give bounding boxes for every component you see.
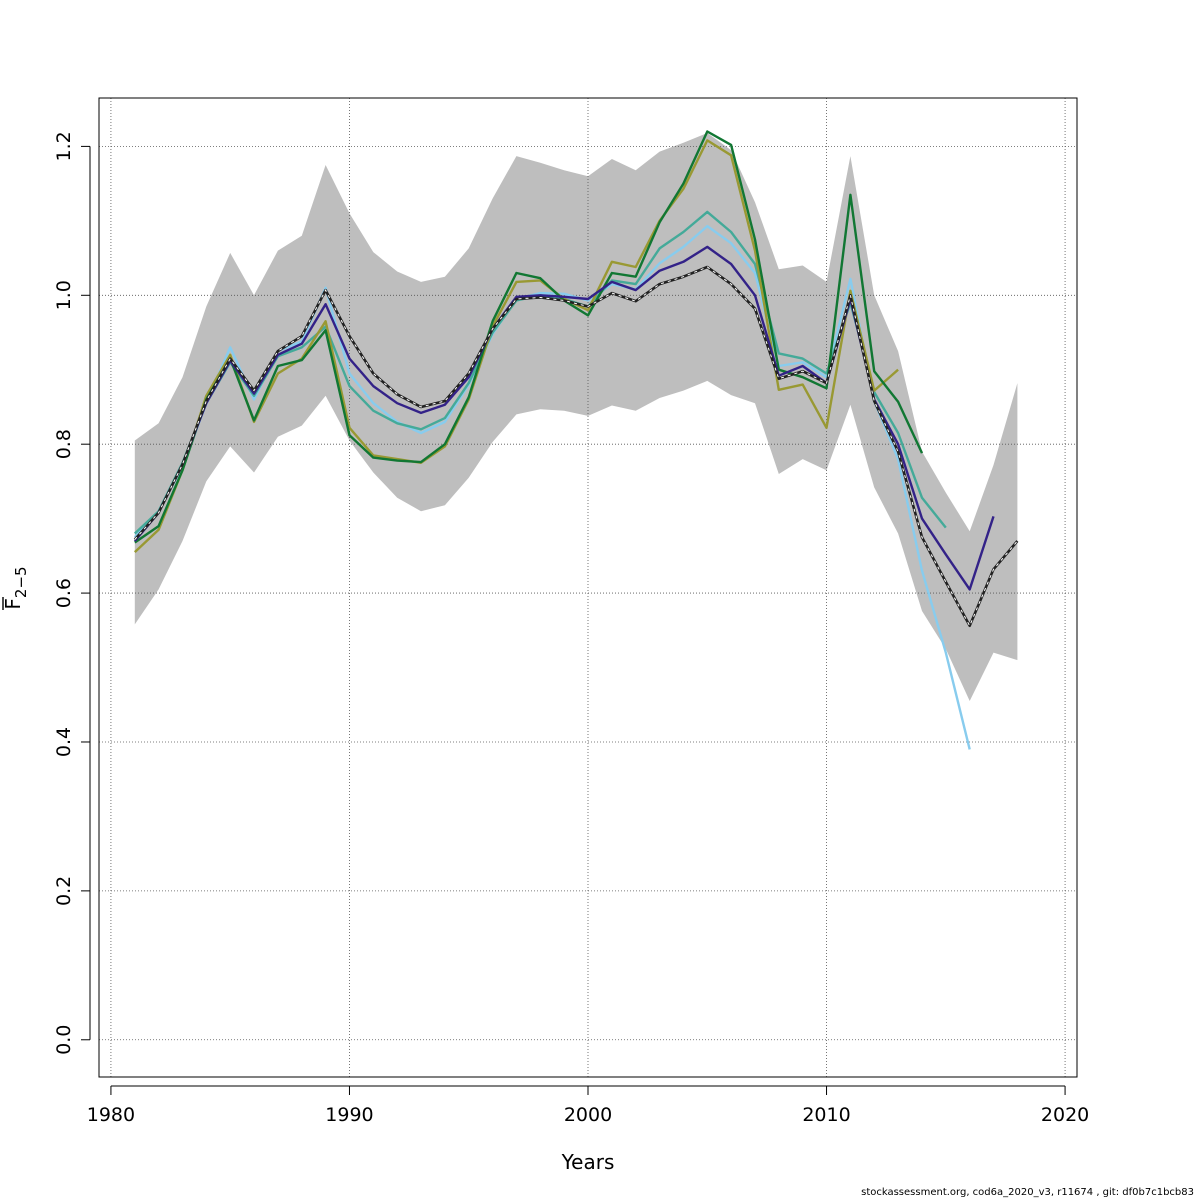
y-tick-label: 0.8 xyxy=(53,429,75,459)
confidence-band xyxy=(134,133,1018,701)
y-tick-label: 1.2 xyxy=(53,131,75,161)
y-axis: 0.0 0.2 0.4 0.6 0.8 1.0 1.2 xyxy=(53,131,91,1055)
footer-credit: stockassessment.org, cod6a_2020_v3, r116… xyxy=(861,1187,1194,1198)
grid xyxy=(99,98,1077,1077)
y-axis-title: F2−5 xyxy=(1,566,30,610)
x-tick-label: 2020 xyxy=(1041,1104,1089,1126)
x-tick-label: 1980 xyxy=(87,1104,135,1126)
y-tick-label: 0.0 xyxy=(53,1025,75,1055)
y-axis-title-symbol: F xyxy=(1,598,25,610)
plot-frame xyxy=(98,97,1078,1078)
y-tick-label: 0.6 xyxy=(53,578,75,608)
series-line-3 xyxy=(133,139,899,553)
series-line-6-dash xyxy=(134,266,1018,627)
y-axis-title-subscript: 2−5 xyxy=(12,566,30,598)
y-tick-label: 1.0 xyxy=(53,280,75,310)
confidence-band-area xyxy=(134,133,1018,701)
x-axis: 1980 1990 2000 2010 2020 xyxy=(87,1085,1089,1126)
x-tick-label: 2000 xyxy=(564,1104,612,1126)
y-tick-label: 0.4 xyxy=(53,727,75,757)
series-lines xyxy=(133,130,1019,750)
x-tick-label: 2010 xyxy=(802,1104,850,1126)
y-tick-label: 0.2 xyxy=(53,876,75,906)
series-line-4 xyxy=(134,130,924,544)
x-tick-label: 1990 xyxy=(325,1104,373,1126)
x-axis-title: Years xyxy=(561,1150,615,1174)
y-axis-title-main: F2−5 xyxy=(1,566,30,609)
